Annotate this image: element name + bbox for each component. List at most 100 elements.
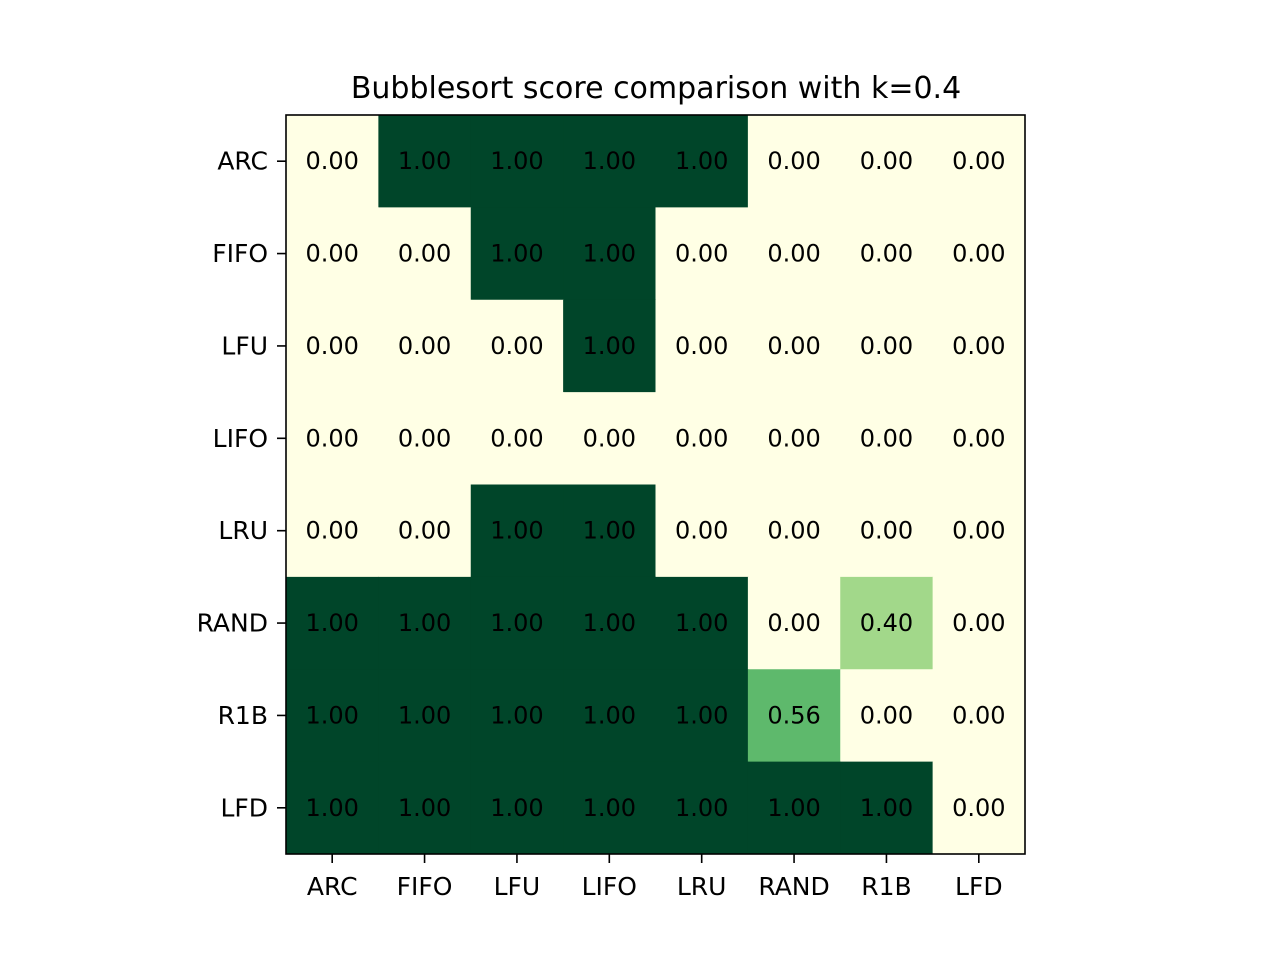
cell-value-label: 1.00 xyxy=(398,701,451,729)
cell-value-label: 0.00 xyxy=(398,424,451,452)
cell-value-label: 0.00 xyxy=(305,240,358,268)
plot-frame xyxy=(285,114,1026,855)
cell-value-label: 0.00 xyxy=(952,609,1005,637)
heatmap-cell xyxy=(286,115,379,208)
heatmap-cell xyxy=(932,669,1026,763)
cell-value-label: 1.00 xyxy=(583,609,636,637)
cell-value-label: 0.00 xyxy=(305,332,358,360)
heatmap-cell xyxy=(747,392,841,485)
cell-value-label: 0.00 xyxy=(490,424,543,452)
x-tick-label: RAND xyxy=(758,872,829,901)
cell-value-label: 1.00 xyxy=(583,794,636,822)
heatmap-cell xyxy=(655,669,749,763)
heatmap-cell xyxy=(378,392,472,485)
cell-value-label: 0.00 xyxy=(860,701,913,729)
heatmap-cell xyxy=(470,392,564,485)
cell-value-label: 1.00 xyxy=(490,517,543,545)
cell-value-label: 1.00 xyxy=(583,147,636,175)
heatmap-cell xyxy=(286,207,379,301)
heatmap-cell xyxy=(747,299,841,393)
heatmap-cell xyxy=(747,576,841,670)
heatmap-cell xyxy=(563,392,656,485)
cell-value-label: 1.00 xyxy=(305,701,358,729)
cell-value-label: 0.00 xyxy=(305,424,358,452)
cell-value-label: 0.00 xyxy=(583,424,636,452)
heatmap-cell xyxy=(747,115,841,208)
heatmap-cell xyxy=(747,669,841,763)
cell-value-label: 0.00 xyxy=(860,240,913,268)
heatmap-cell xyxy=(655,576,749,670)
cell-value-label: 1.00 xyxy=(675,147,728,175)
cell-value-label: 0.00 xyxy=(675,424,728,452)
cell-value-label: 0.56 xyxy=(767,701,820,729)
heatmap-cell xyxy=(747,761,841,855)
heatmap-cell xyxy=(378,761,472,855)
cell-value-label: 0.00 xyxy=(767,240,820,268)
heatmap-cell xyxy=(563,576,656,670)
cell-value-label: 0.00 xyxy=(767,609,820,637)
cell-value-label: 1.00 xyxy=(675,609,728,637)
heatmap-cell xyxy=(470,299,564,393)
cell-value-label: 0.00 xyxy=(860,147,913,175)
cell-value-label: 1.00 xyxy=(583,240,636,268)
y-tick-label: FIFO xyxy=(212,239,268,268)
cell-value-label: 1.00 xyxy=(675,794,728,822)
y-tick-label: LFD xyxy=(220,793,268,822)
cell-value-label: 0.00 xyxy=(952,332,1005,360)
cell-value-label: 1.00 xyxy=(305,794,358,822)
heatmap-cell xyxy=(378,115,472,208)
heatmap-cell xyxy=(286,484,379,578)
x-tick-label: LFU xyxy=(494,872,541,901)
heatmap-cell xyxy=(563,669,656,763)
heatmap-cell xyxy=(563,299,656,393)
heatmap-cell xyxy=(286,761,379,855)
heatmap-cells xyxy=(286,115,1026,855)
cell-value-label: 0.00 xyxy=(860,517,913,545)
y-tick-label: LFU xyxy=(221,331,268,360)
cell-value-label: 0.00 xyxy=(398,240,451,268)
heatmap-cell xyxy=(655,299,749,393)
heatmap-cell xyxy=(286,392,379,485)
cell-value-label: 0.00 xyxy=(675,517,728,545)
chart-title: Bubblesort score comparison with k=0.4 xyxy=(351,71,961,106)
heatmap-cell xyxy=(840,115,934,208)
cell-value-label: 0.00 xyxy=(860,424,913,452)
heatmap-cell xyxy=(932,299,1026,393)
x-tick-label: FIFO xyxy=(397,872,453,901)
cell-value-label: 1.00 xyxy=(490,147,543,175)
cell-value-label: 1.00 xyxy=(490,794,543,822)
heatmap-cell-labels: 0.00 1.00 1.00 1.00 1.00 0.00 0.00 0.00 0.00 0.00… xyxy=(305,147,1005,822)
cell-value-label: 1.00 xyxy=(675,701,728,729)
heatmap-cell xyxy=(378,484,472,578)
heatmap-cell xyxy=(932,484,1026,578)
heatmap-cell xyxy=(470,669,564,763)
heatmap-cell xyxy=(840,484,934,578)
x-tick-label: LIFO xyxy=(582,872,637,901)
heatmap-cell xyxy=(286,669,379,763)
cell-value-label: 0.00 xyxy=(675,332,728,360)
cell-value-label: 0.00 xyxy=(952,517,1005,545)
heatmap-cell xyxy=(563,115,656,208)
cell-value-label: 1.00 xyxy=(583,332,636,360)
heatmap-cell xyxy=(563,484,656,578)
heatmap-cell xyxy=(840,392,934,485)
cell-value-label: 0.00 xyxy=(305,147,358,175)
cell-value-label: 1.00 xyxy=(398,609,451,637)
cell-value-label: 1.00 xyxy=(305,609,358,637)
heatmap-cell xyxy=(932,576,1026,670)
y-tick-label: LIFO xyxy=(213,424,268,453)
heatmap-cell xyxy=(378,299,472,393)
cell-value-label: 1.00 xyxy=(583,517,636,545)
heatmap-cell xyxy=(747,207,841,301)
cell-value-label: 1.00 xyxy=(398,147,451,175)
heatmap-cell xyxy=(378,669,472,763)
cell-value-label: 0.00 xyxy=(767,424,820,452)
heatmap-cell xyxy=(932,207,1026,301)
cell-value-label: 0.00 xyxy=(398,332,451,360)
cell-value-label: 1.00 xyxy=(767,794,820,822)
cell-value-label: 0.00 xyxy=(398,517,451,545)
cell-value-label: 0.00 xyxy=(305,517,358,545)
cell-value-label: 0.00 xyxy=(952,701,1005,729)
y-tick-label: ARC xyxy=(217,147,268,176)
cell-value-label: 1.00 xyxy=(860,794,913,822)
